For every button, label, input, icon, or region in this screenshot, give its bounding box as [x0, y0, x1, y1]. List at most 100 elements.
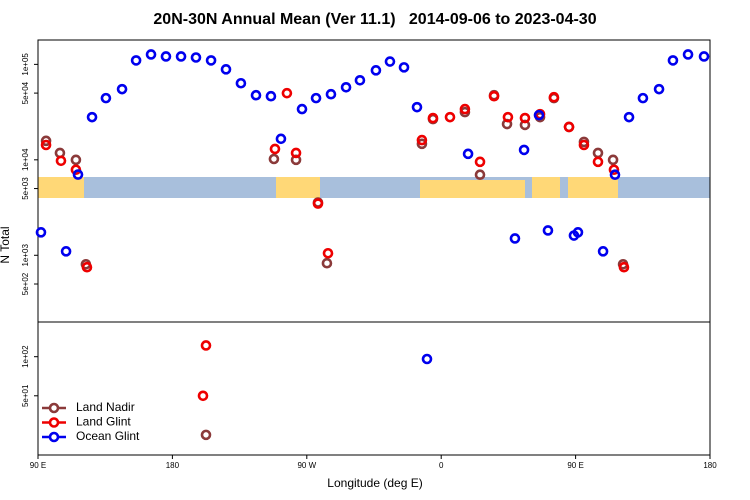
- land: [532, 177, 560, 198]
- point: [578, 139, 590, 151]
- y-axis-label: N Total: [0, 226, 12, 263]
- point: [290, 147, 302, 159]
- point: [40, 139, 52, 151]
- point: [268, 153, 280, 165]
- y-tick-label: 1e+03: [21, 243, 30, 266]
- land: [276, 177, 320, 198]
- legend-marker: [48, 431, 60, 443]
- point: [421, 353, 433, 365]
- point: [40, 135, 52, 147]
- point: [340, 82, 352, 93]
- point: [563, 121, 575, 133]
- point: [354, 74, 366, 86]
- point: [235, 77, 247, 89]
- point: [86, 111, 98, 123]
- point: [322, 247, 334, 259]
- point: [35, 227, 47, 238]
- x-tick-label: 0: [439, 461, 444, 470]
- point: [190, 52, 202, 63]
- point: [269, 143, 281, 155]
- land: [420, 180, 525, 198]
- x-tick-label: 90 W: [297, 461, 316, 470]
- point: [72, 169, 84, 180]
- point: [310, 92, 322, 104]
- point: [70, 154, 82, 166]
- y-tick-label: 1e+02: [21, 345, 30, 368]
- point: [597, 246, 609, 257]
- point: [145, 49, 157, 60]
- point: [462, 148, 474, 160]
- point: [312, 198, 324, 209]
- point: [416, 134, 428, 146]
- chart-title: 20N-30N Annual Mean (Ver 11.1) 2014-09-0…: [153, 11, 596, 28]
- point: [623, 111, 635, 123]
- point: [200, 340, 212, 351]
- point: [60, 246, 72, 257]
- legend-marker: [48, 417, 60, 428]
- point: [518, 144, 530, 156]
- point: [250, 89, 262, 101]
- point: [81, 261, 93, 273]
- point: [572, 227, 584, 238]
- y-tick-label: 5e+01: [21, 384, 30, 407]
- x-tick-label: 90 E: [30, 461, 46, 470]
- y-tick-label: 1e+04: [21, 148, 30, 171]
- legend-label: Ocean Glint: [76, 429, 140, 443]
- point: [160, 51, 172, 62]
- legend-marker: [48, 402, 60, 414]
- x-tick-label: 180: [166, 461, 180, 470]
- point: [175, 51, 187, 62]
- point: [220, 64, 232, 75]
- y-tick-label: 5e+03: [21, 177, 30, 200]
- point: [130, 55, 142, 66]
- point: [370, 65, 382, 76]
- legend-label: Land Glint: [76, 415, 131, 429]
- point: [474, 156, 486, 168]
- point: [637, 92, 649, 104]
- point: [592, 156, 604, 168]
- point: [548, 91, 560, 103]
- y-tick-label: 1e+05: [21, 53, 30, 76]
- point: [398, 62, 410, 73]
- land: [568, 177, 618, 198]
- point: [618, 261, 630, 273]
- point: [502, 111, 514, 123]
- point: [325, 88, 337, 100]
- point: [200, 429, 212, 441]
- point: [321, 257, 333, 269]
- point: [116, 83, 128, 95]
- point: [474, 169, 486, 181]
- point: [416, 138, 428, 150]
- point: [667, 55, 679, 66]
- point: [281, 87, 293, 99]
- y-tick-label: 5e+04: [21, 81, 30, 104]
- point: [55, 155, 67, 167]
- point: [542, 225, 554, 236]
- point: [509, 233, 521, 244]
- point: [682, 49, 694, 60]
- point: [488, 90, 500, 102]
- map-band: [38, 177, 710, 198]
- legend-label: Land Nadir: [76, 400, 135, 414]
- point: [427, 112, 439, 124]
- x-axis-label: Longitude (deg E): [327, 476, 422, 490]
- point: [519, 112, 531, 124]
- x-tick-label: 180: [703, 461, 717, 470]
- point: [459, 103, 471, 115]
- point: [384, 56, 396, 67]
- point: [608, 164, 620, 176]
- point: [205, 55, 217, 66]
- point: [609, 169, 621, 181]
- point: [698, 51, 710, 62]
- point: [275, 133, 287, 145]
- point: [444, 111, 456, 123]
- point: [533, 109, 545, 121]
- plot-frame: [37, 39, 711, 456]
- point: [296, 103, 308, 115]
- land: [38, 177, 84, 198]
- y-tick-label: 5e+02: [21, 272, 30, 295]
- point: [411, 101, 423, 113]
- point: [265, 90, 277, 102]
